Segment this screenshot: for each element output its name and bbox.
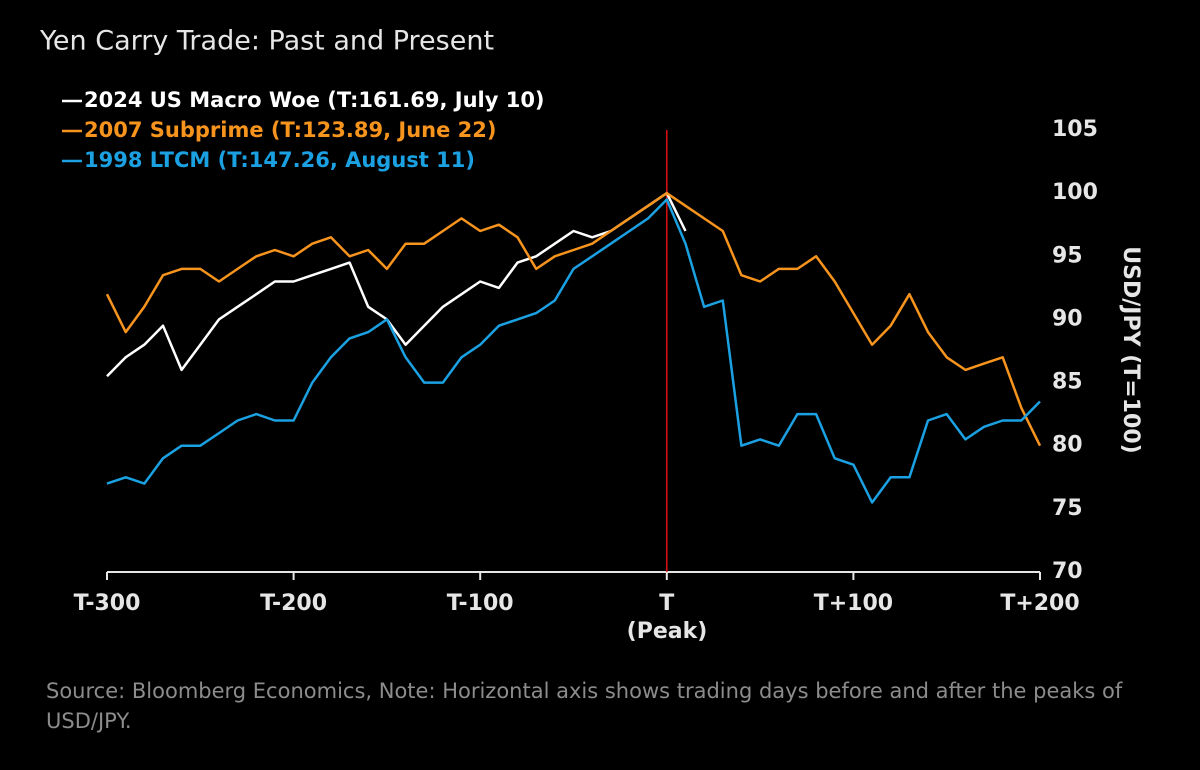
y-tick-label: 100 xyxy=(1052,180,1098,205)
series-line xyxy=(105,191,1042,447)
x-tick-label: T-200 xyxy=(260,591,327,616)
y-tick-label: 70 xyxy=(1052,559,1083,584)
x-tick-label: T+200 xyxy=(1000,591,1079,616)
chart-title: Yen Carry Trade: Past and Present xyxy=(39,26,494,57)
y-tick-label: 85 xyxy=(1052,370,1083,395)
legend-entry: 1998 LTCM (T:147.26, August 11) xyxy=(84,148,475,172)
x-tick-label: T xyxy=(659,591,674,616)
y-tick-label: 80 xyxy=(1052,433,1083,458)
y-tick-label: 105 xyxy=(1052,117,1098,142)
y-tick-label: 75 xyxy=(1052,496,1083,521)
y-axis-label: USD/JPY (T=100) xyxy=(1118,246,1143,453)
y-tick-label: 90 xyxy=(1052,306,1083,331)
series-line xyxy=(106,198,1041,504)
source-note: Source: Bloomberg Economics, Note: Horiz… xyxy=(46,679,1123,733)
x-tick-label: T+100 xyxy=(814,591,893,616)
peak-annotation: (Peak) xyxy=(627,619,708,644)
x-tick-label: T-300 xyxy=(74,591,141,616)
x-tick-label: T-100 xyxy=(447,591,514,616)
legend-entry: 2007 Subprime (T:123.89, June 22) xyxy=(84,118,496,142)
y-tick-label: 95 xyxy=(1052,243,1083,268)
series-line xyxy=(106,191,687,378)
legend-entry: 2024 US Macro Woe (T:161.69, July 10) xyxy=(84,88,545,112)
